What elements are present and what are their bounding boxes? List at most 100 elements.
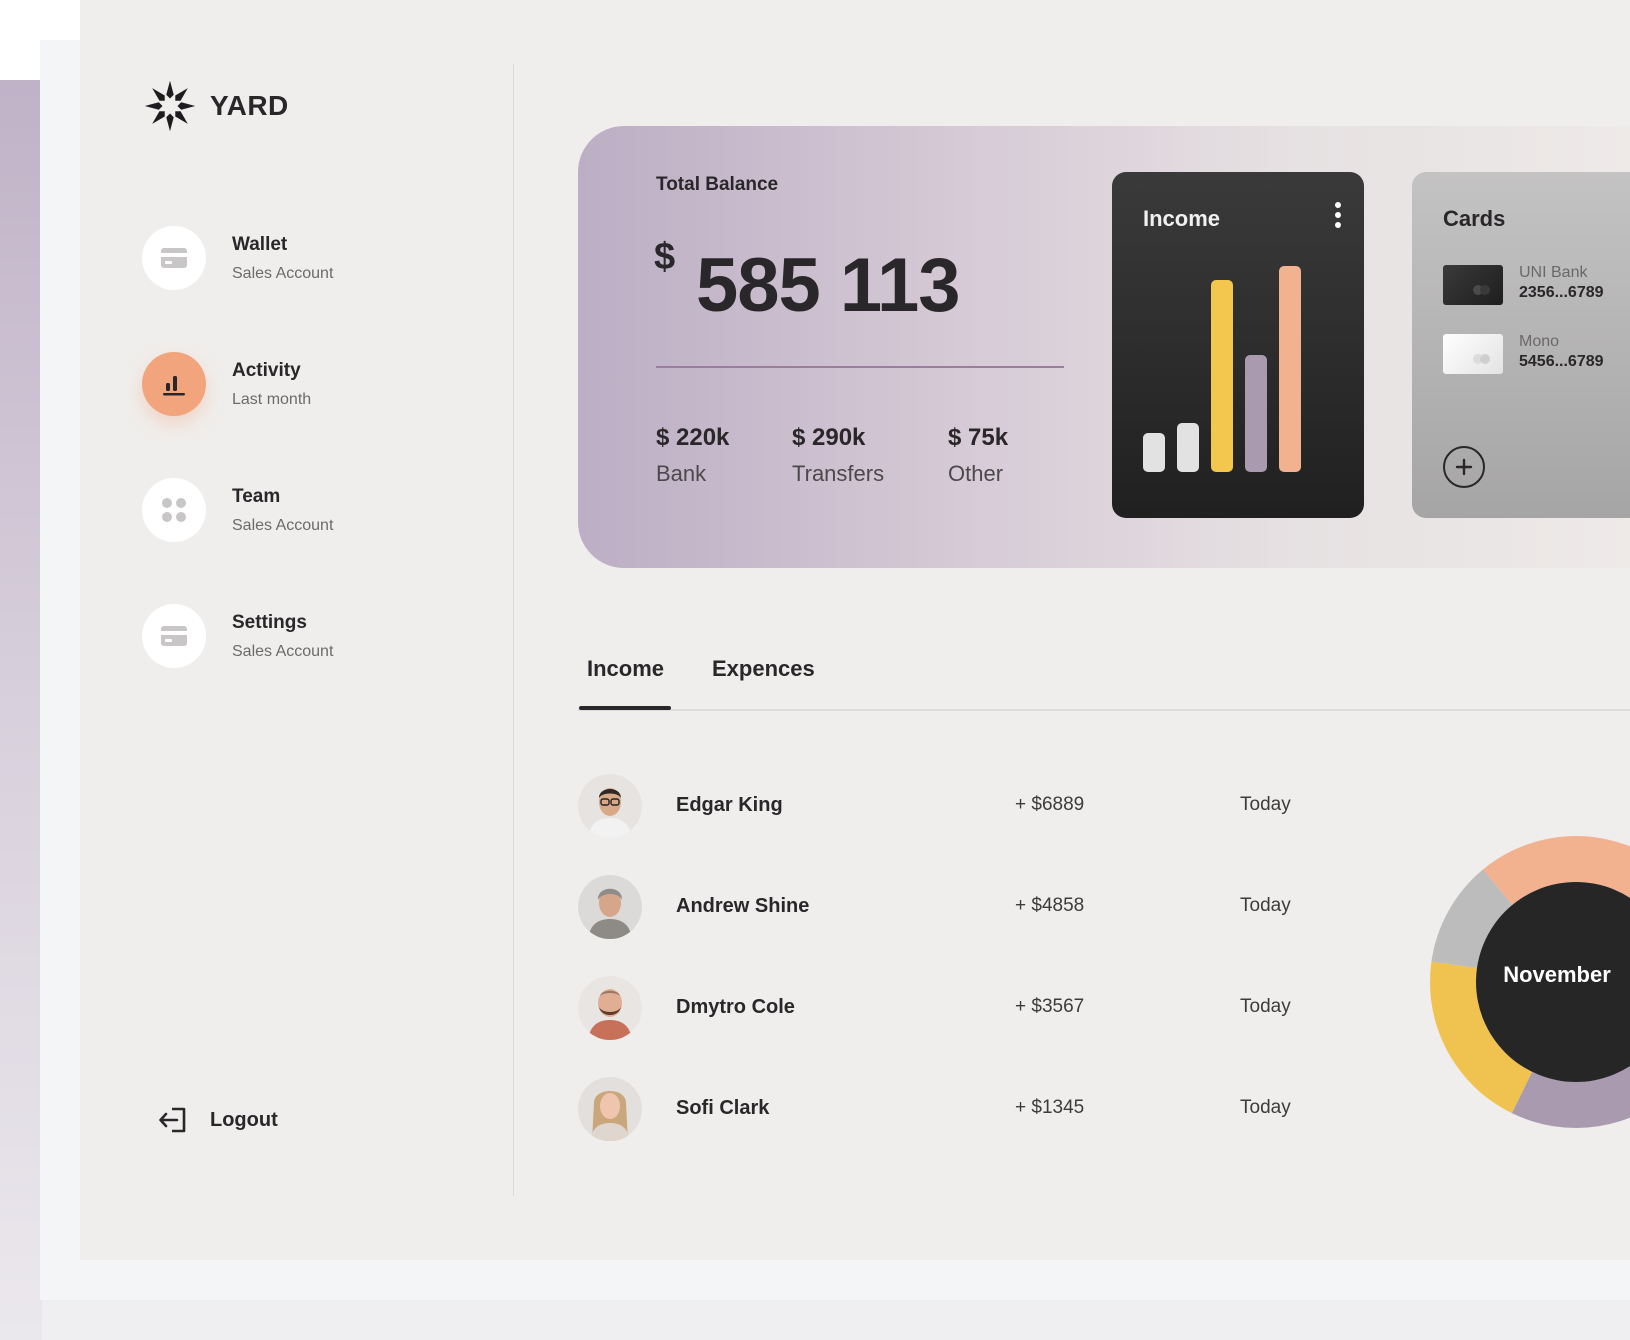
transaction-amount: + $6889	[1015, 794, 1085, 815]
card-bank-name: UNI Bank	[1519, 264, 1588, 281]
balance-stat-bank: $ 220k Bank	[656, 424, 729, 487]
dashboard-window: YARD Wallet Sales Account	[80, 0, 1630, 1260]
transaction-date: Today	[1240, 1097, 1291, 1118]
nav-text: Team Sales Account	[232, 486, 333, 535]
donut-segment	[1482, 836, 1630, 905]
cards-panel: Cards UNI Bank 2356...6789 Mono 5456...6…	[1412, 172, 1630, 518]
transaction-row[interactable]: Sofi Clark + $1345 Today	[578, 1077, 1338, 1141]
person-avatar-icon	[578, 976, 642, 1040]
total-balance-amount: 585 113	[696, 243, 961, 328]
income-card-title: Income	[1143, 206, 1221, 231]
sidebar-item-settings[interactable]: Settings Sales Account	[142, 604, 333, 668]
tabs-divider	[578, 709, 1630, 711]
balance-currency: $	[654, 236, 676, 278]
transaction-date: Today	[1240, 895, 1291, 916]
sidebar-nav: Wallet Sales Account Activity Last month	[142, 226, 333, 730]
nav-text: Settings Sales Account	[232, 612, 333, 661]
brand-logo[interactable]: YARD	[142, 78, 289, 134]
sidebar-item-activity[interactable]: Activity Last month	[142, 352, 333, 416]
yard-logo-icon	[144, 80, 196, 132]
sidebar-item-wallet[interactable]: Wallet Sales Account	[142, 226, 333, 290]
card-bank-name: Mono	[1519, 333, 1560, 350]
stat-label: Transfers	[792, 461, 885, 486]
cards-panel-title: Cards	[1443, 206, 1506, 231]
sidebar-item-title: Settings	[232, 611, 307, 633]
person-avatar-icon	[578, 1077, 642, 1141]
sidebar-divider	[513, 64, 514, 1196]
nav-text: Activity Last month	[232, 360, 311, 409]
transaction-amount: + $1345	[1015, 1097, 1085, 1118]
wallet-card-icon	[161, 248, 187, 268]
more-options-icon[interactable]	[1334, 202, 1342, 232]
avatar	[578, 774, 642, 838]
sidebar-item-subtitle: Sales Account	[232, 642, 334, 660]
transaction-name: Andrew Shine	[676, 895, 810, 917]
stat-label: Other	[948, 461, 1004, 486]
sidebar-item-subtitle: Sales Account	[232, 516, 334, 534]
stat-value: $ 75k	[948, 424, 1009, 451]
card-chip-icon	[1473, 285, 1491, 295]
donut-center	[1476, 882, 1630, 1082]
transaction-amount: + $3567	[1015, 996, 1085, 1017]
income-chart-card[interactable]: Income	[1112, 172, 1364, 518]
avatar	[578, 1077, 642, 1141]
card-thumbnail-uni-bank[interactable]	[1443, 265, 1503, 305]
sidebar-item-subtitle: Sales Account	[232, 264, 334, 282]
person-avatar-icon	[578, 875, 642, 939]
income-bar	[1177, 423, 1199, 472]
balance-stat-transfers: $ 290k Transfers	[792, 424, 884, 487]
tab-income[interactable]: Income	[587, 656, 665, 681]
background-strip	[0, 80, 42, 1340]
tab-expences[interactable]: Expences	[712, 656, 815, 681]
brand-name: YARD	[210, 90, 289, 121]
donut-center-label: November	[1503, 962, 1611, 987]
nav-icon-wrap	[142, 226, 206, 290]
balance-stat-other: $ 75k Other	[948, 424, 1008, 487]
income-bar	[1211, 280, 1233, 472]
sidebar-item-title: Activity	[232, 359, 301, 381]
nav-icon-wrap	[142, 352, 206, 416]
logout-icon	[159, 1107, 186, 1133]
total-balance-label: Total Balance	[656, 174, 779, 195]
card-number: 5456...6789	[1519, 353, 1604, 370]
stat-label: Bank	[656, 461, 707, 486]
donut-segment	[1430, 961, 1533, 1114]
income-bar	[1245, 355, 1267, 472]
avatar	[578, 875, 642, 939]
transaction-date: Today	[1240, 996, 1291, 1017]
transaction-name: Dmytro Cole	[676, 996, 795, 1018]
sidebar-item-subtitle: Last month	[232, 390, 312, 408]
logout-button[interactable]: Logout	[158, 1106, 278, 1134]
transaction-row[interactable]: Andrew Shine + $4858 Today	[578, 875, 1338, 939]
logout-label: Logout	[210, 1108, 278, 1131]
monthly-donut-chart[interactable]	[1406, 832, 1630, 1132]
sidebar-item-team[interactable]: Team Sales Account	[142, 478, 333, 542]
nav-icon-wrap	[142, 478, 206, 542]
transaction-row[interactable]: Dmytro Cole + $3567 Today	[578, 976, 1338, 1040]
plus-icon	[1455, 458, 1473, 476]
transaction-date: Today	[1240, 794, 1291, 815]
transaction-name: Edgar King	[676, 794, 783, 816]
transaction-row[interactable]: Edgar King + $6889 Today	[578, 774, 1338, 838]
bar-chart-icon	[163, 376, 185, 396]
add-card-button[interactable]	[1443, 446, 1485, 488]
card-number: 2356...6789	[1519, 284, 1604, 301]
person-avatar-icon	[578, 774, 642, 838]
card-icon	[161, 626, 187, 646]
donut-segment	[1431, 869, 1513, 969]
income-bar	[1143, 433, 1165, 472]
sidebar-item-title: Wallet	[232, 233, 288, 255]
nav-icon-wrap	[142, 604, 206, 668]
donut-segment	[1511, 1066, 1630, 1128]
active-tab-indicator	[579, 706, 671, 710]
nav-text: Wallet Sales Account	[232, 234, 333, 283]
sidebar-item-title: Team	[232, 485, 281, 507]
total-balance-card: Total Balance $ 585 113 $ 220k Bank $ 29…	[578, 126, 1630, 568]
avatar	[578, 976, 642, 1040]
transaction-name: Sofi Clark	[676, 1097, 770, 1119]
card-thumbnail-mono[interactable]	[1443, 334, 1503, 374]
balance-divider	[656, 366, 1064, 368]
transaction-amount: + $4858	[1015, 895, 1085, 916]
four-dots-icon	[162, 498, 186, 522]
card-chip-icon	[1473, 354, 1491, 364]
